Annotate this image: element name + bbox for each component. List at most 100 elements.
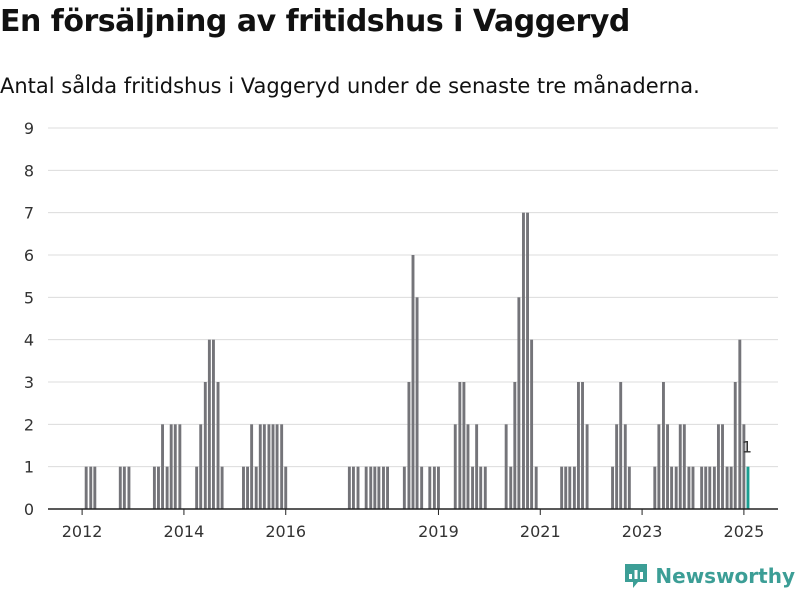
- bar: [479, 466, 483, 509]
- x-tick-label: 2023: [622, 522, 663, 541]
- bar: [581, 382, 584, 509]
- bar: [475, 424, 479, 509]
- bar: [560, 466, 564, 509]
- bar: [627, 466, 631, 509]
- bar: [729, 466, 733, 509]
- bar: [725, 466, 729, 509]
- chart-title: En försäljning av fritidshus i Vaggeryd: [0, 4, 630, 39]
- bar: [504, 424, 508, 509]
- bar: [564, 466, 568, 509]
- highlight-bar: [746, 466, 750, 509]
- bar: [674, 466, 678, 509]
- x-tick-label: 2012: [62, 522, 103, 541]
- newsworthy-logo: Newsworthy: [623, 562, 795, 590]
- y-tick-label: 5: [24, 288, 34, 307]
- x-tick-label: 2019: [418, 522, 459, 541]
- bar: [509, 466, 513, 509]
- bar: [716, 424, 720, 509]
- bar: [432, 466, 436, 509]
- x-tick-label: 2014: [164, 522, 205, 541]
- bar: [568, 466, 572, 509]
- bar: [619, 382, 623, 509]
- bar: [738, 339, 742, 509]
- bar: [199, 424, 203, 509]
- y-tick-label: 2: [24, 415, 34, 434]
- bar: [657, 424, 661, 509]
- bar: [407, 382, 411, 509]
- bar: [623, 424, 627, 509]
- bar: [700, 466, 704, 509]
- bar: [254, 466, 258, 509]
- bar: [653, 466, 657, 509]
- bar: [267, 424, 271, 509]
- bar: [373, 466, 377, 509]
- y-tick-label: 6: [24, 246, 34, 265]
- y-tick-label: 7: [24, 204, 34, 223]
- bar: [682, 424, 686, 509]
- bar: [576, 382, 580, 509]
- bar: [437, 466, 440, 509]
- bar: [678, 424, 682, 509]
- bar: [513, 382, 517, 509]
- bar: [207, 339, 211, 509]
- bar: [377, 466, 381, 509]
- bar: [246, 466, 250, 509]
- bar: [161, 424, 164, 509]
- bar: [169, 424, 173, 509]
- bar: [356, 466, 360, 509]
- bar: [742, 424, 746, 509]
- bar: [93, 466, 97, 509]
- bar: [411, 255, 415, 509]
- bar: [733, 382, 737, 509]
- bar: [466, 424, 470, 509]
- bar: [369, 466, 373, 509]
- bar: [157, 466, 160, 509]
- bar: [271, 424, 275, 509]
- bar: [127, 466, 131, 509]
- bar: [712, 466, 716, 509]
- bar: [351, 466, 355, 509]
- bar: [258, 424, 262, 509]
- bar: [483, 466, 487, 509]
- bar: [666, 424, 669, 509]
- x-tick-label: 2016: [265, 522, 306, 541]
- bar: [165, 466, 169, 509]
- bar: [178, 424, 182, 509]
- bar: [250, 424, 254, 509]
- bar: [386, 466, 389, 509]
- y-tick-label: 9: [24, 119, 34, 138]
- bar: [453, 424, 457, 509]
- bar: [534, 466, 538, 509]
- bar: [284, 466, 288, 509]
- bar: [458, 382, 462, 509]
- bar: [382, 466, 385, 509]
- bar: [687, 466, 691, 509]
- bar: [572, 466, 576, 509]
- bar: [173, 424, 177, 509]
- bar: [530, 339, 534, 509]
- bar: [216, 382, 220, 509]
- bar: [615, 424, 619, 509]
- bar: [522, 212, 525, 509]
- bar: [242, 466, 245, 509]
- bar: [471, 466, 475, 509]
- bar: [347, 466, 351, 509]
- bar: [420, 466, 424, 509]
- bar: [220, 466, 224, 509]
- y-tick-label: 3: [24, 373, 34, 392]
- chart-subtitle: Antal sålda fritidshus i Vaggeryd under …: [0, 74, 700, 98]
- bar: [462, 382, 466, 509]
- bar: [526, 212, 529, 509]
- bar: [211, 339, 215, 509]
- y-tick-label: 0: [24, 500, 34, 519]
- bar: [704, 466, 708, 509]
- bar: [89, 466, 93, 509]
- x-tick-label: 2021: [520, 522, 561, 541]
- brand-name: Newsworthy: [655, 564, 795, 588]
- bar: [415, 297, 419, 509]
- bar: [280, 424, 284, 509]
- bar: [364, 466, 368, 509]
- y-tick-label: 8: [24, 161, 34, 180]
- bar: [670, 466, 674, 509]
